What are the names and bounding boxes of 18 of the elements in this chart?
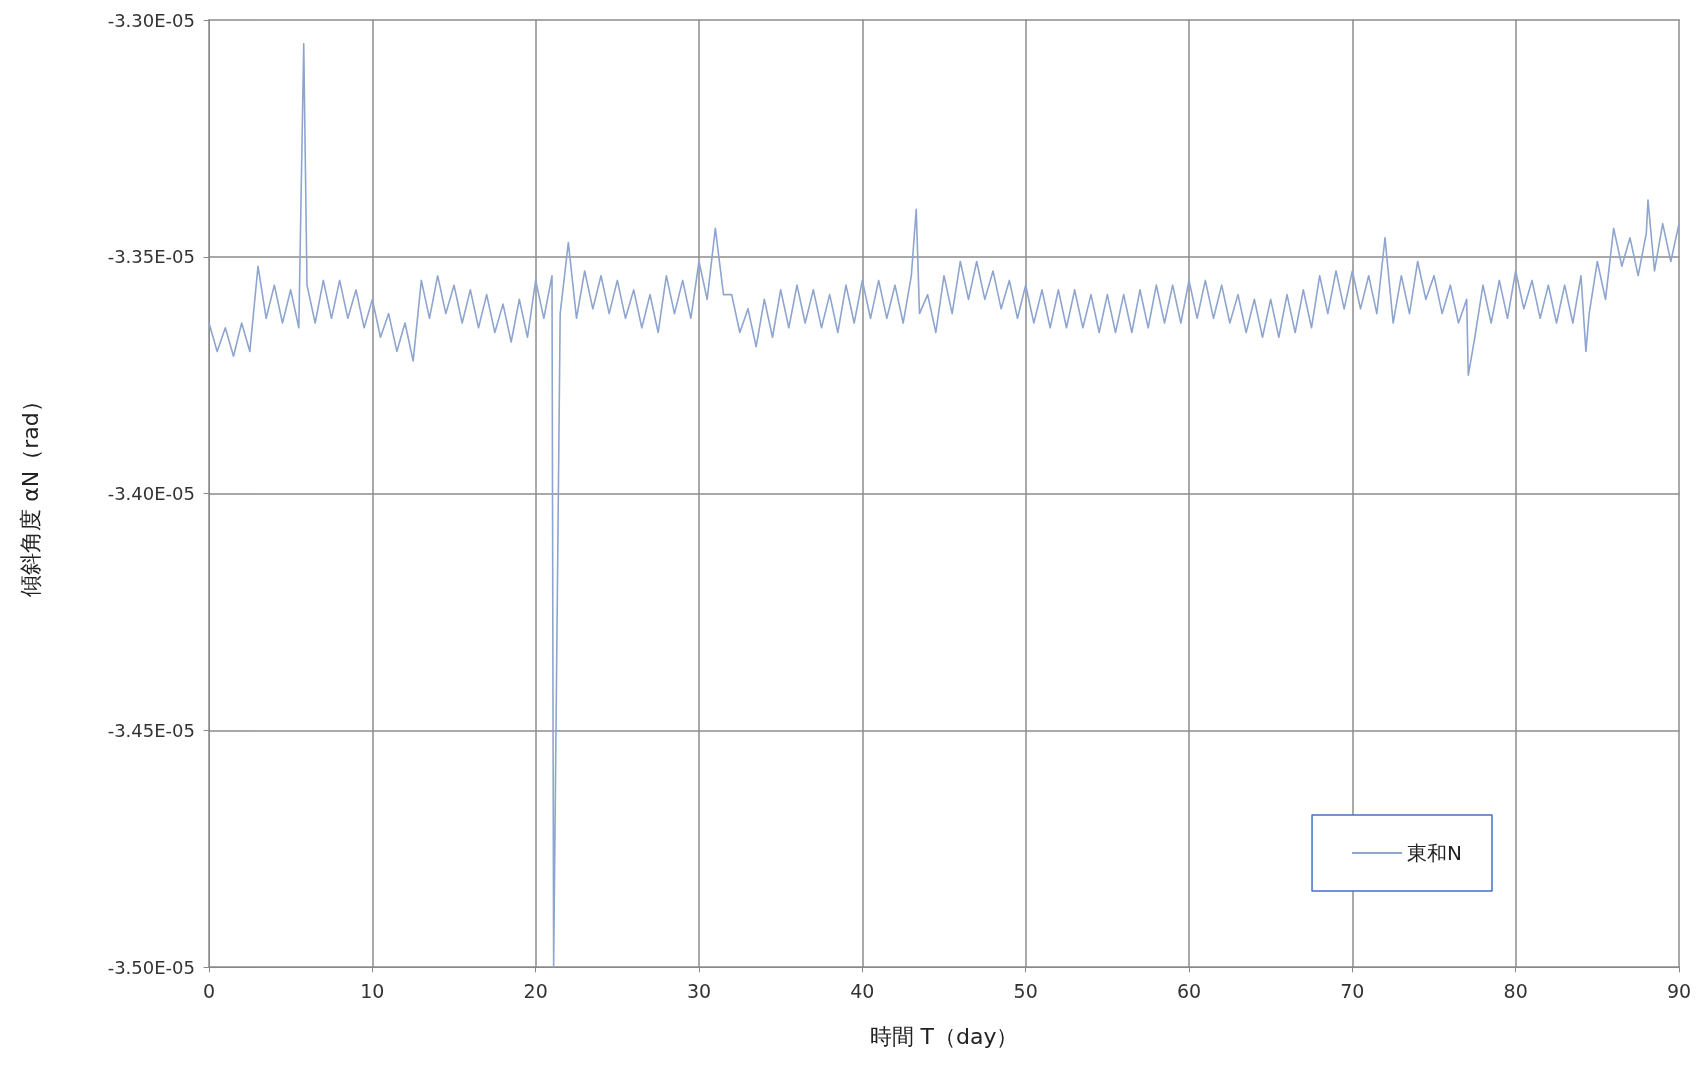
x-axis-title: 時間 T（day）: [869, 1023, 1019, 1049]
y-tick-label: -3.50E-05: [107, 956, 195, 978]
legend-label: 東和N: [1407, 841, 1463, 865]
y-tick-label: -3.45E-05: [107, 719, 195, 741]
x-tick-label: 20: [523, 979, 548, 1002]
x-tick-label: 10: [360, 979, 385, 1002]
x-tick-label: 0: [202, 979, 216, 1002]
x-tick-label: 70: [1340, 979, 1365, 1002]
x-tick-label: 30: [686, 979, 712, 1002]
y-tick-label: -3.35E-05: [107, 246, 195, 268]
y-axis-title: 傾斜角度 αN（rad）: [17, 390, 43, 597]
x-tick-label: 80: [1503, 979, 1528, 1002]
x-tick-label: 90: [1666, 979, 1692, 1002]
y-tick-label: -3.30E-05: [107, 9, 195, 31]
x-tick-label: 60: [1176, 979, 1202, 1002]
x-tick-label: 50: [1013, 979, 1038, 1002]
x-tick-label: 40: [850, 979, 875, 1002]
y-tick-label: -3.40E-05: [107, 483, 195, 504]
